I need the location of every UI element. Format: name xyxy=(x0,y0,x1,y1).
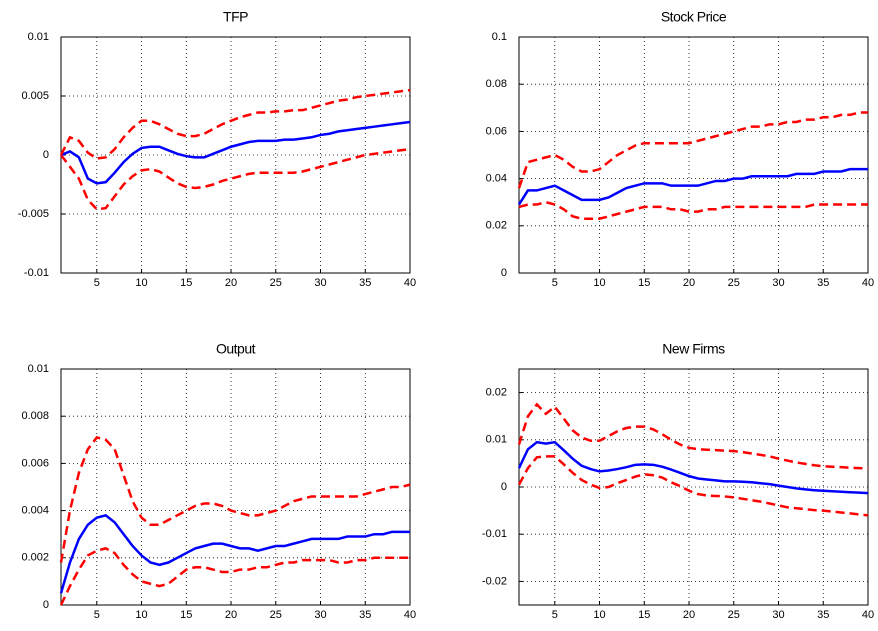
x-tick-label: 10 xyxy=(135,609,147,621)
y-tick-label: 0.002 xyxy=(21,552,49,564)
x-tick-label: 25 xyxy=(270,277,282,289)
x-tick-label: 15 xyxy=(638,609,650,621)
x-tick-label: 30 xyxy=(772,609,784,621)
y-tick-label: 0.04 xyxy=(486,173,507,185)
y-tick-label: -0.02 xyxy=(482,575,507,587)
y-tick-label: 0.01 xyxy=(28,31,49,43)
x-tick-label: 15 xyxy=(180,277,192,289)
band-line xyxy=(59,436,411,563)
response-line xyxy=(517,167,868,206)
y-tick-label: 0.06 xyxy=(486,125,507,137)
chart-title: TFP xyxy=(223,9,248,25)
y-tick-label: 0 xyxy=(501,481,507,493)
band-line xyxy=(59,88,411,160)
band-line xyxy=(60,147,411,211)
y-tick-label: -0.01 xyxy=(482,528,507,540)
response-line xyxy=(59,513,410,594)
chart-title: Output xyxy=(216,341,256,357)
x-tick-label: 35 xyxy=(359,277,371,289)
x-tick-label: 35 xyxy=(817,609,829,621)
y-tick-label: 0 xyxy=(501,267,507,279)
y-tick-label: 0.1 xyxy=(492,31,507,43)
x-tick-label: 5 xyxy=(94,277,100,289)
x-tick-label: 30 xyxy=(314,609,326,621)
x-tick-label: 15 xyxy=(180,609,192,621)
y-tick-label: 0.01 xyxy=(486,434,507,446)
plot-frame xyxy=(518,368,869,606)
chart-title: New Firms xyxy=(662,341,725,357)
y-tick-label: 0.006 xyxy=(21,457,49,469)
y-tick-label: 0.02 xyxy=(486,387,507,399)
y-tick-label: 0 xyxy=(43,599,49,611)
x-tick-label: 40 xyxy=(862,609,874,621)
y-tick-label: 0 xyxy=(43,149,49,161)
x-tick-label: 10 xyxy=(135,277,147,289)
chart-title: Stock Price xyxy=(661,9,727,25)
y-tick-label: 0.02 xyxy=(486,220,507,232)
x-tick-label: 30 xyxy=(314,277,326,289)
x-tick-label: 40 xyxy=(862,277,874,289)
x-tick-label: 5 xyxy=(552,609,558,621)
x-tick-label: 20 xyxy=(683,609,695,621)
y-tick-label: -0.005 xyxy=(18,208,49,220)
x-tick-label: 20 xyxy=(225,609,237,621)
x-tick-label: 40 xyxy=(404,609,416,621)
y-tick-label: 0.008 xyxy=(21,410,49,422)
x-tick-label: 5 xyxy=(552,277,558,289)
x-tick-label: 20 xyxy=(683,277,695,289)
band-line xyxy=(518,200,868,220)
x-tick-label: 40 xyxy=(404,277,416,289)
x-tick-label: 15 xyxy=(638,277,650,289)
x-tick-label: 10 xyxy=(593,277,605,289)
x-tick-label: 35 xyxy=(359,609,371,621)
x-tick-label: 30 xyxy=(772,277,784,289)
x-tick-label: 25 xyxy=(728,609,740,621)
band-line xyxy=(517,111,868,189)
y-tick-label: -0.01 xyxy=(24,267,49,279)
plot-frame xyxy=(518,36,869,274)
x-tick-label: 10 xyxy=(593,609,605,621)
y-tick-label: 0.004 xyxy=(21,505,49,517)
x-tick-label: 20 xyxy=(225,277,237,289)
y-tick-label: 0.08 xyxy=(486,78,507,90)
response-line xyxy=(60,120,411,185)
band-line xyxy=(517,455,869,517)
band-line xyxy=(59,547,410,606)
band-line xyxy=(517,402,869,470)
y-tick-label: 0.01 xyxy=(28,363,49,375)
x-tick-label: 25 xyxy=(728,277,740,289)
x-tick-label: 25 xyxy=(270,609,282,621)
x-tick-label: 35 xyxy=(817,277,829,289)
y-tick-label: 0.005 xyxy=(21,90,49,102)
x-tick-label: 5 xyxy=(94,609,100,621)
plot-frame xyxy=(60,368,411,606)
response-line xyxy=(517,440,869,495)
